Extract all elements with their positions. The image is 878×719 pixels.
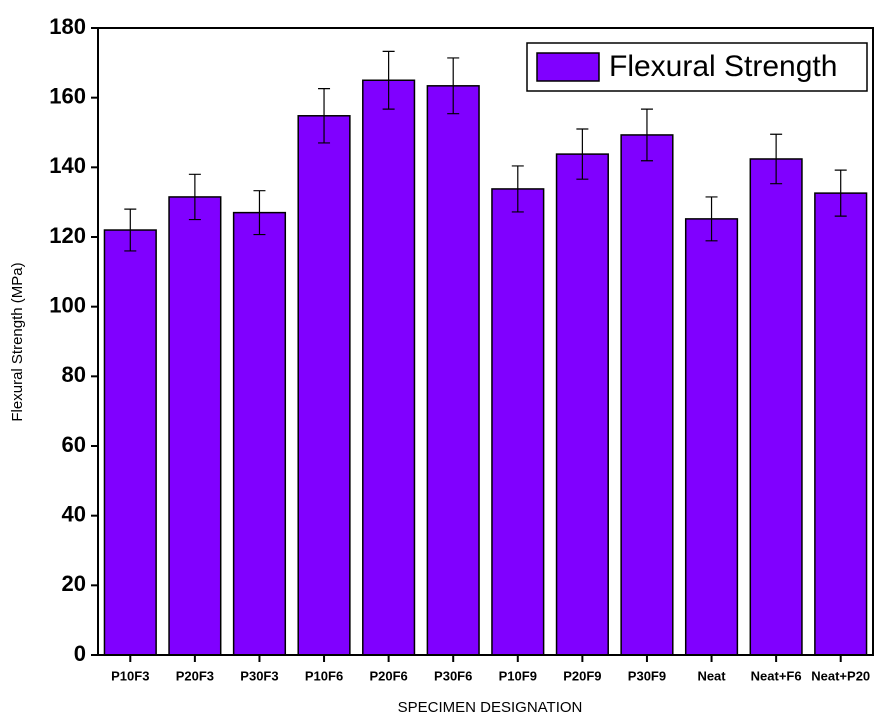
error-bar (188, 173, 201, 221)
error-bar (770, 133, 783, 185)
y-tick-label: 140 (49, 153, 86, 178)
plot-frame (97, 27, 874, 656)
y-tick-label: 0 (74, 641, 86, 666)
legend-swatch (536, 52, 600, 82)
bar (749, 158, 803, 656)
error-bar (382, 50, 395, 110)
x-tick-label: P20F3 (176, 668, 214, 683)
y-axis-label: Flexural Strength (MPa) (9, 262, 26, 421)
error-bar (640, 108, 653, 162)
y-tick-label: 180 (49, 14, 86, 39)
y-tick-label: 100 (49, 292, 86, 317)
x-tick-label: Neat+P20 (811, 668, 870, 683)
error-bar (253, 190, 266, 236)
y-tick-label: 40 (62, 501, 86, 526)
x-tick-label: P10F6 (305, 668, 343, 683)
x-tick-label: Neat+F6 (751, 668, 802, 683)
bar (814, 192, 868, 656)
legend-label: Flexural Strength (609, 50, 837, 83)
error-bar (124, 208, 137, 252)
bar (555, 153, 609, 656)
y-tick-label: 20 (62, 571, 86, 596)
y-tick-label: 160 (49, 83, 86, 108)
x-tick-label: P30F6 (434, 668, 472, 683)
bar (362, 79, 416, 656)
error-bar (834, 169, 847, 217)
x-tick-label: P20F9 (563, 668, 601, 683)
x-tick-label: P10F9 (499, 668, 537, 683)
error-bar (511, 165, 524, 213)
y-tick-label: 80 (62, 362, 86, 387)
x-tick-label: P30F9 (628, 668, 666, 683)
x-tick-label: P10F3 (111, 668, 149, 683)
bar (426, 85, 480, 656)
error-bar (447, 57, 460, 115)
bar (103, 229, 157, 656)
y-tick-label: 60 (62, 432, 86, 457)
x-tick-label: P20F6 (369, 668, 407, 683)
error-bar (318, 88, 331, 144)
x-axis-label: SPECIMEN DESIGNATION (398, 699, 583, 716)
bar (232, 211, 287, 656)
bar (297, 115, 351, 656)
x-tick-label: P30F3 (240, 668, 278, 683)
x-tick-label: Neat (697, 668, 726, 683)
y-tick-label: 120 (49, 223, 86, 248)
error-bar (576, 128, 589, 180)
bar (620, 134, 674, 656)
bar (491, 188, 545, 656)
bar (168, 196, 222, 656)
bar (684, 218, 739, 656)
error-bar (705, 196, 718, 242)
